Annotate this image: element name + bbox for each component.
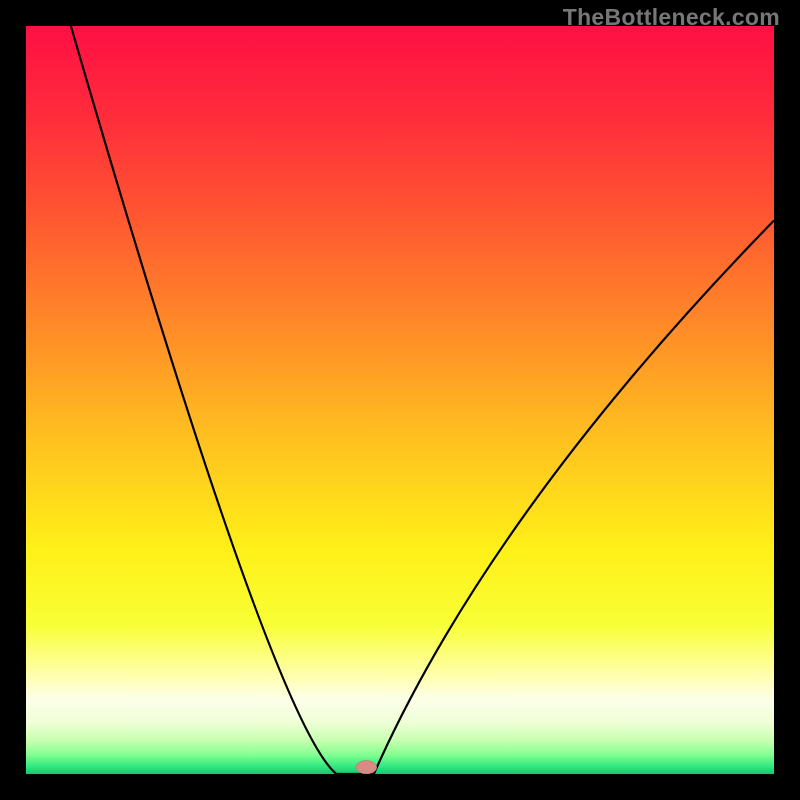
chart-frame: TheBottleneck.com xyxy=(0,0,800,800)
minimum-marker xyxy=(356,761,377,774)
plot-area xyxy=(26,26,774,774)
bottleneck-curve-chart xyxy=(26,26,774,774)
gradient-background xyxy=(26,26,774,774)
